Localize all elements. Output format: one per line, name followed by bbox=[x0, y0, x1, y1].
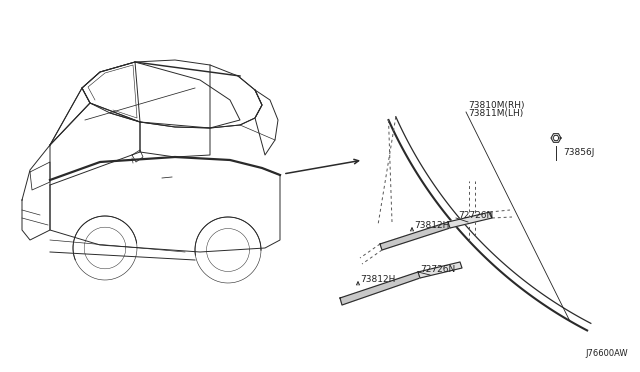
Text: 73810M(RH): 73810M(RH) bbox=[468, 101, 525, 110]
Text: J76600AW: J76600AW bbox=[586, 349, 628, 358]
Polygon shape bbox=[340, 272, 420, 305]
Text: 73856J: 73856J bbox=[563, 148, 595, 157]
Polygon shape bbox=[418, 262, 462, 278]
Text: 72726N: 72726N bbox=[420, 265, 455, 274]
Text: 73811M(LH): 73811M(LH) bbox=[468, 109, 524, 118]
Polygon shape bbox=[448, 212, 492, 228]
Text: 73812H: 73812H bbox=[360, 275, 396, 284]
Text: 73812H: 73812H bbox=[414, 221, 449, 230]
Text: 72726N: 72726N bbox=[458, 211, 493, 220]
Polygon shape bbox=[380, 222, 450, 250]
